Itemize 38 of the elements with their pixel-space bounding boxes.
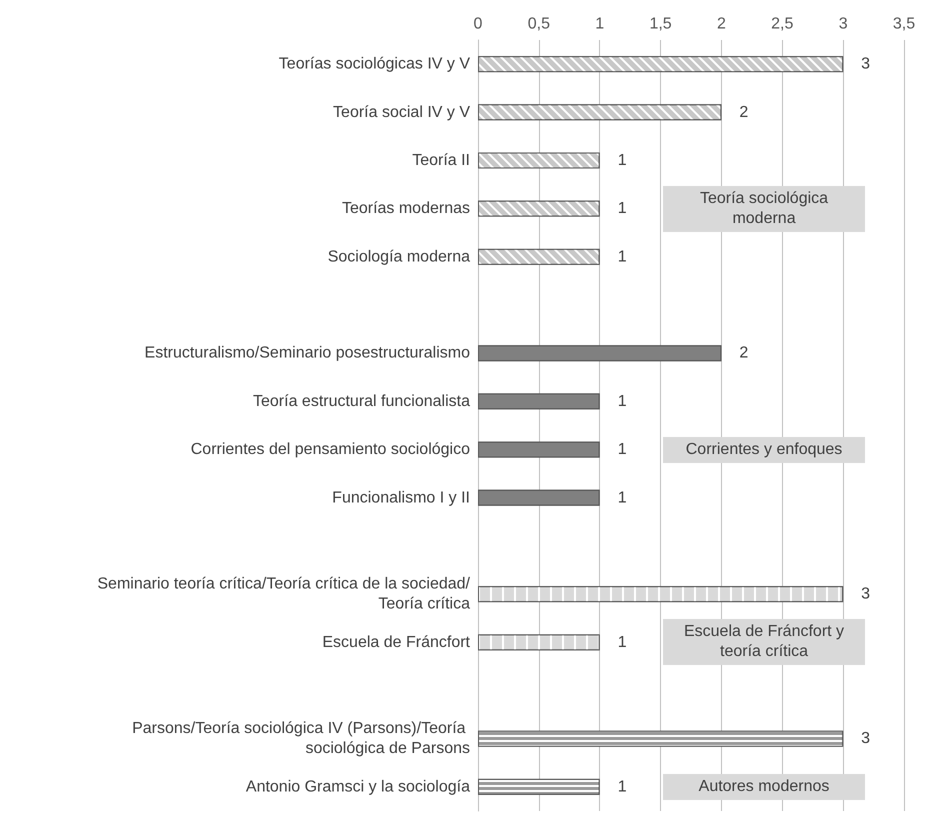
data-label: 1: [618, 441, 627, 458]
data-label: 1: [618, 152, 627, 169]
x-tick-label: 3: [838, 16, 848, 32]
y-tick-label: Estructuralismo/Seminario posestructuralismo: [144, 344, 470, 362]
y-tick-label: Seminario teoría crítica/Teoría crítica de la sociedad/Teoría crítica: [97, 576, 471, 613]
data-label: 2: [739, 104, 748, 121]
y-tick-label: Teoría social IV y V: [333, 104, 470, 121]
y-tick-label: Funcionalismo I y II: [332, 489, 470, 506]
note-box: Autores modernos: [663, 774, 866, 800]
x-tick-label: 3,5: [892, 16, 916, 32]
note-box: Escuela de Fráncfort y teoría crítica: [663, 619, 866, 666]
data-label: 3: [861, 730, 870, 748]
y-tick-label: Teorías sociológicas IV y V: [278, 56, 470, 73]
data-label: 1: [618, 392, 627, 410]
x-tick-label: 0: [474, 16, 483, 32]
y-tick-label: Escuela de Fráncfort: [322, 634, 471, 651]
note-box: Corrientes y enfoques: [663, 436, 866, 463]
data-label: 3: [861, 586, 870, 603]
y-tick-label: Teoría II: [412, 152, 470, 169]
data-label: 3: [861, 56, 870, 73]
y-tick-label: Antonio Gramsci y la sociología: [246, 778, 470, 796]
x-tick-label: 1,5: [649, 16, 672, 32]
x-tick-label: 2: [716, 16, 726, 32]
data-label: 2: [739, 344, 748, 362]
data-label: 1: [618, 778, 627, 796]
y-tick-label: Teorías modernas: [342, 200, 470, 218]
data-label: 1: [618, 634, 627, 651]
note-box: Teoría sociológica moderna: [663, 186, 866, 232]
y-tick-label: Corrientes del pensamiento sociológico: [190, 441, 470, 458]
y-tick-label: Sociología moderna: [328, 248, 470, 266]
x-tick-label: 1: [595, 16, 604, 32]
data-label: 1: [618, 489, 627, 506]
data-label: 1: [618, 248, 627, 266]
data-label: 1: [618, 200, 627, 218]
x-tick-label: 0,5: [528, 16, 550, 32]
y-tick-label: Teoría estructural funcionalista: [253, 392, 470, 410]
y-tick-label: Parsons/Teoría sociológica IV (Parsons)/Teoría sociológica de Parsons: [132, 720, 470, 758]
x-tick-label: 2,5: [771, 16, 794, 32]
